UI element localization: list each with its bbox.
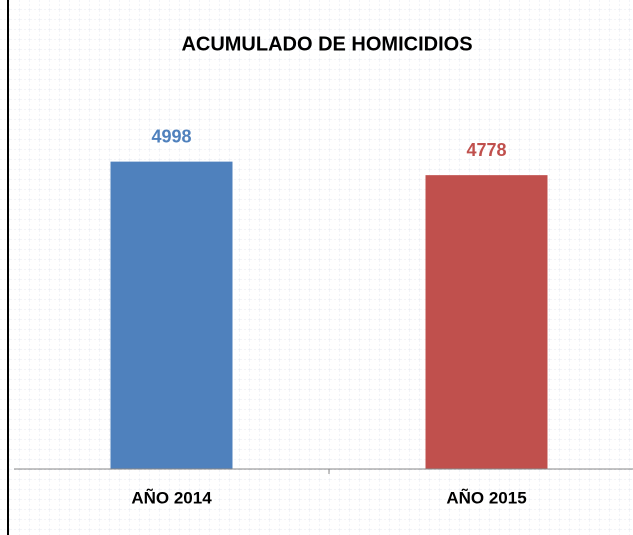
bar	[110, 161, 233, 470]
bar	[425, 175, 548, 469]
value-label: 4998	[151, 126, 191, 146]
x-tick-label: AÑO 2015	[446, 487, 526, 507]
value-label: 4778	[466, 140, 506, 160]
chart-title: ACUMULADO DE HOMICIDIOS	[181, 33, 472, 55]
x-tick-label: AÑO 2014	[131, 487, 212, 507]
